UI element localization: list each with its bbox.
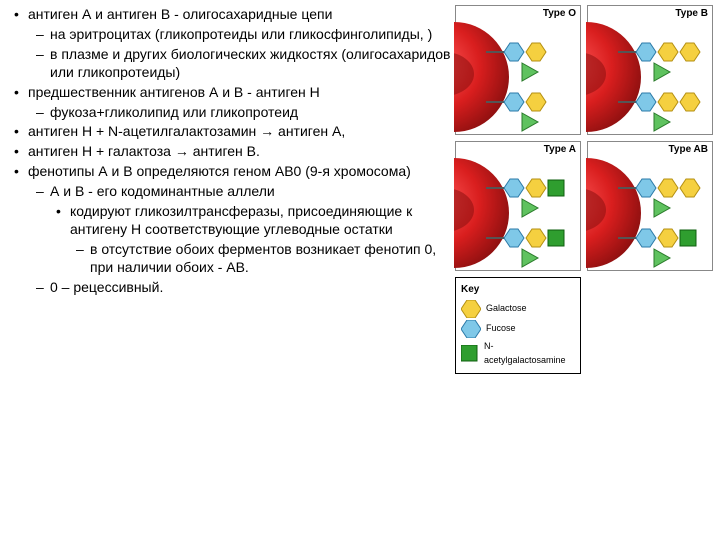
bullet-l1: антиген Н + галактоза → антиген В. <box>10 143 455 161</box>
bullet-l1: фенотипы А и В определяются геном АВ0 (9… <box>10 163 455 181</box>
diagram-type-ab <box>586 158 714 273</box>
diagram-type-o <box>454 22 582 137</box>
legend-key: Key Galactose Fucose N-acetylgalactosami… <box>455 277 581 374</box>
bullet-l1: антиген Н + N-ацетилгалактозамин → антиг… <box>10 123 455 141</box>
legend-label: N-acetylgalactosamine <box>484 340 575 367</box>
bullet-l1: предшественник антигенов А и В - антиген… <box>10 84 455 102</box>
diagram-type-b <box>586 22 714 137</box>
panel-type-b: Type B <box>587 5 713 135</box>
legend-row-galactose: Galactose <box>461 300 575 318</box>
bullet-l1: антиген А и антиген В - олигосахаридные … <box>10 6 455 24</box>
panel-type-ab: Type AB <box>587 141 713 271</box>
bullet-l4: в отсутствие обоих ферментов возникает ф… <box>10 241 455 277</box>
panel-title: Type A <box>544 144 576 155</box>
galactose-icon <box>461 300 481 318</box>
bullet-l3: кодируют гликозилтрансферазы, присоединя… <box>10 203 455 239</box>
slide-text: антиген А и антиген В - олигосахаридные … <box>10 6 455 299</box>
panel-type-a: Type A <box>455 141 581 271</box>
panel-title: Type AB <box>669 144 708 155</box>
blood-type-diagrams: Type O Type B <box>455 5 715 374</box>
panel-title: Type O <box>543 8 576 19</box>
bullet-l2: фукоза+гликолипид или гликопротеид <box>10 104 455 122</box>
nacetyl-icon <box>461 345 479 363</box>
bullet-l2: А и В - его кодоминантные аллели <box>10 183 455 201</box>
legend-label: Fucose <box>486 322 516 336</box>
bullet-l2: 0 – рецессивный. <box>10 279 455 297</box>
legend-row-fucose: Fucose <box>461 320 575 338</box>
bullet-l2: в плазме и других биологических жидкостя… <box>10 46 455 82</box>
panel-type-o: Type O <box>455 5 581 135</box>
diagram-type-a <box>454 158 582 273</box>
legend-title: Key <box>461 282 575 297</box>
fucose-icon <box>461 320 481 338</box>
legend-row-nacetyl: N-acetylgalactosamine <box>461 340 575 367</box>
legend-label: Galactose <box>486 302 527 316</box>
bullet-l2: на эритроцитах (гликопротеиды или гликос… <box>10 26 455 44</box>
panel-title: Type B <box>675 8 708 19</box>
